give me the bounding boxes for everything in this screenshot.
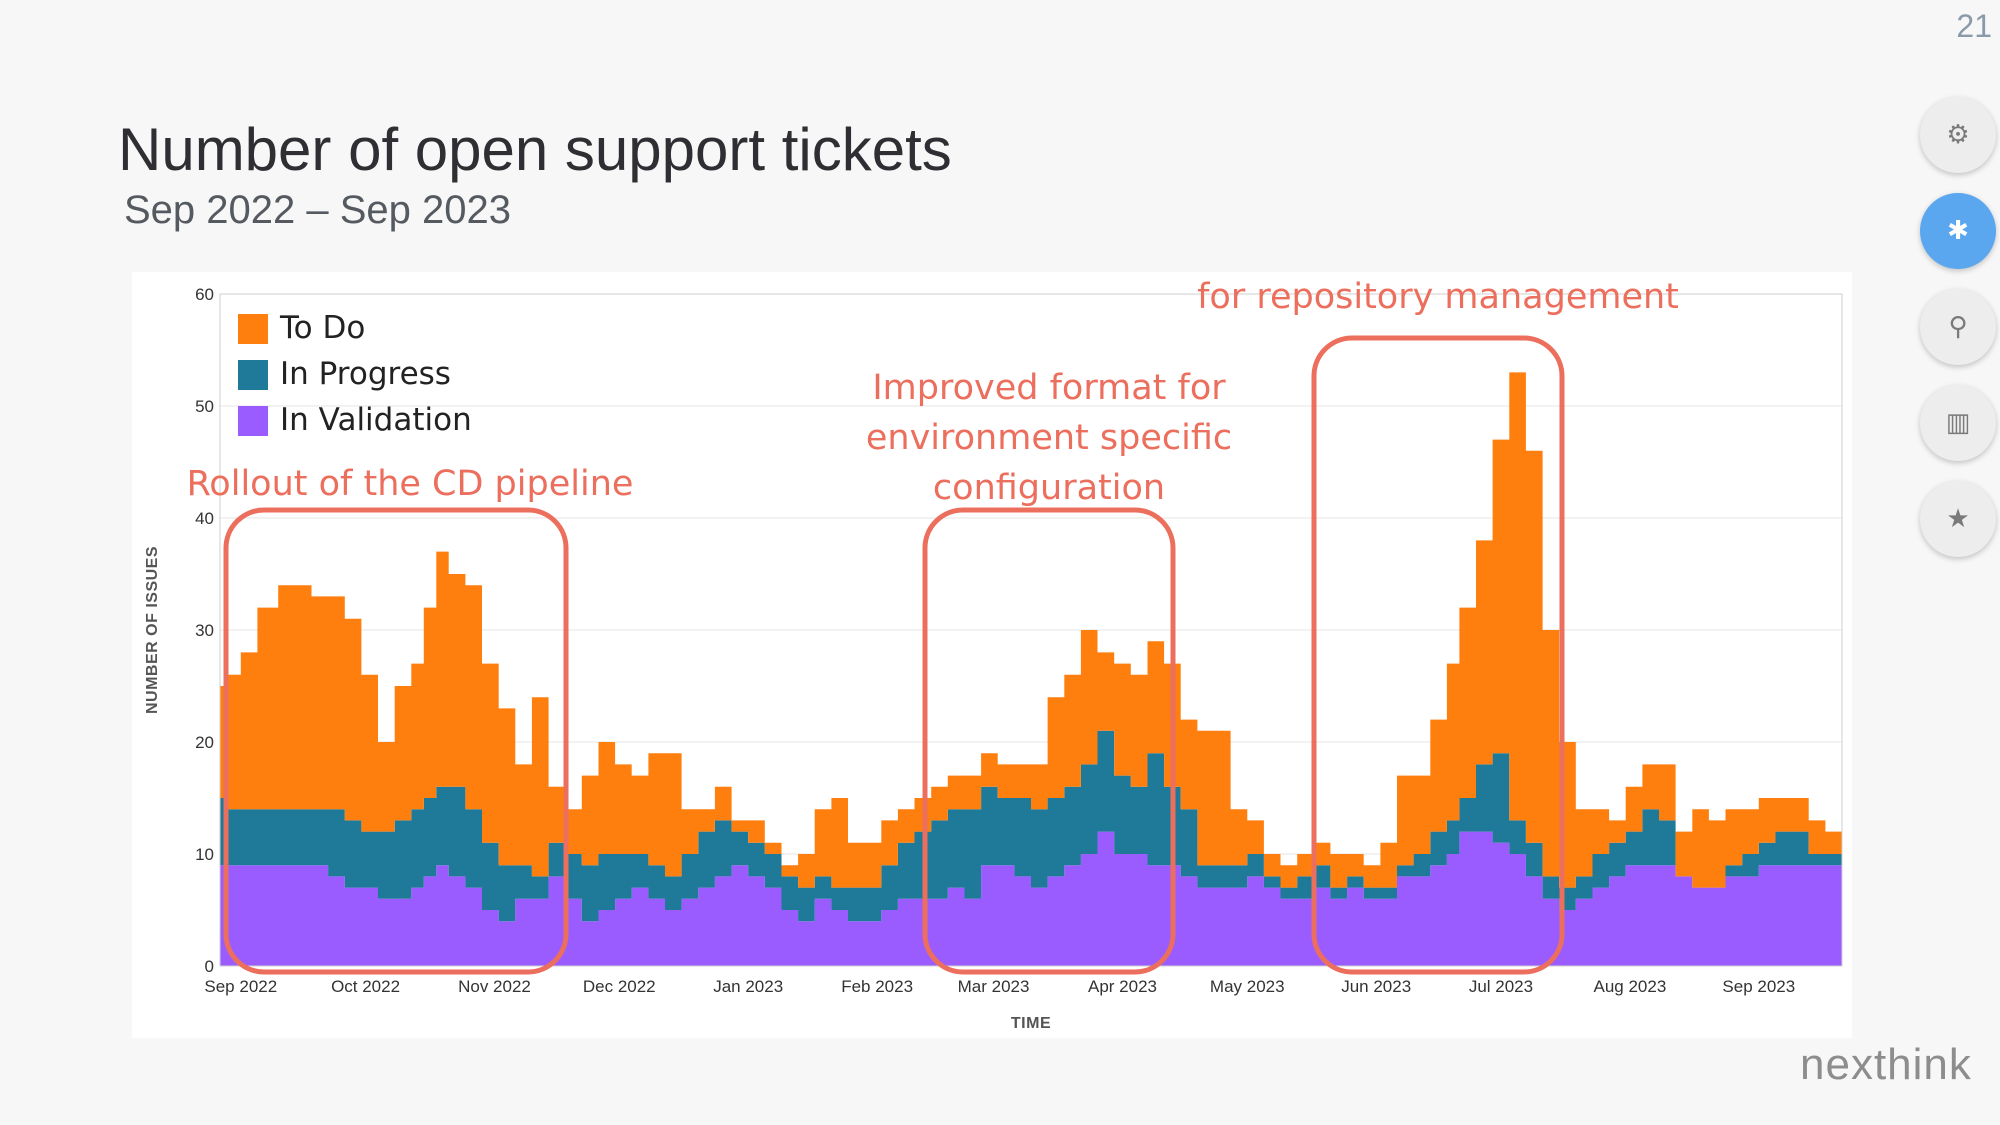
side-toolbar: ⚙ ✱ ⚲ ▥ ★	[1920, 97, 1996, 567]
y-tick-label: 30	[195, 621, 214, 640]
chart-card: 0 10 20 30 40 50 60 Sep 2022 Oct 2022 Nov 2022 De…	[132, 272, 1852, 1038]
annotation-box-repo-tool	[1311, 335, 1565, 975]
people-star-icon: ★	[1946, 504, 1970, 534]
search-button[interactable]: ⚲	[1920, 289, 1996, 365]
legend-swatch-in-validation	[238, 406, 268, 436]
tools-icon: ✱	[1947, 216, 1969, 246]
legend-swatch-in-progress	[238, 360, 268, 390]
annotation-text-cd-pipeline: Rollout of the CD pipeline	[187, 464, 634, 504]
people-star-button[interactable]: ★	[1920, 481, 1996, 557]
legend-label-to-do: To Do	[279, 310, 365, 346]
y-tick-label: 60	[195, 285, 214, 304]
y-axis-title: NUMBER OF ISSUES	[144, 546, 161, 714]
annotation-text-env-config: configuration	[933, 468, 1165, 508]
y-tick-label: 20	[195, 733, 214, 752]
y-tick-label: 40	[195, 509, 214, 528]
plot-frame	[219, 293, 1843, 967]
stacked-area-chart: 0 10 20 30 40 50 60 Sep 2022 Oct 2022 Nov 2022 De…	[144, 277, 1843, 1032]
nexthink-logo: nexthink	[1800, 1040, 1972, 1089]
y-tick-label: 50	[195, 397, 214, 416]
x-tick-label: Nov 2022	[458, 977, 531, 996]
x-axis-ticks: Sep 2022 Oct 2022 Nov 2022 Dec 2022 Jan 2023…	[204, 977, 1795, 996]
x-tick-label: May 2023	[1210, 977, 1285, 996]
dashboard-button[interactable]: ▥	[1920, 385, 1996, 461]
legend-label-in-validation: In Validation	[280, 402, 472, 438]
legend-swatch-to-do	[238, 314, 268, 344]
y-tick-label: 10	[195, 845, 214, 864]
gear-head-button[interactable]: ⚙	[1920, 97, 1996, 173]
legend: To Do In Progress In Validation	[238, 310, 472, 438]
x-tick-label: Apr 2023	[1088, 977, 1157, 996]
x-tick-label: Dec 2022	[583, 977, 656, 996]
x-tick-label: Jul 2023	[1469, 977, 1533, 996]
slide-number: 21	[1956, 8, 1992, 44]
x-tick-label: Feb 2023	[841, 977, 913, 996]
page-title: Number of open support tickets	[118, 116, 952, 183]
chart-areas	[220, 372, 1842, 966]
legend-label-in-progress: In Progress	[280, 356, 451, 392]
area-in-validation	[220, 831, 1842, 966]
annotation-text-repo-tool: for repository management	[1197, 277, 1679, 317]
x-tick-label: Jan 2023	[713, 977, 783, 996]
tools-button[interactable]: ✱	[1920, 193, 1996, 269]
search-icon: ⚲	[1948, 312, 1968, 342]
x-tick-label: Oct 2022	[331, 977, 400, 996]
x-tick-label: Jun 2023	[1341, 977, 1411, 996]
gear-head-icon: ⚙	[1946, 120, 1970, 150]
annotation-text-env-config: Improved format for	[872, 368, 1226, 408]
page-subtitle: Sep 2022 – Sep 2023	[124, 188, 512, 232]
x-axis-title: TIME	[1011, 1015, 1051, 1032]
annotation-text-env-config: environment specific	[866, 418, 1232, 458]
x-tick-label: Sep 2022	[204, 977, 277, 996]
y-axis-ticks: 0 10 20 30 40 50 60	[195, 285, 214, 976]
x-tick-label: Aug 2023	[1593, 977, 1666, 996]
x-tick-label: Mar 2023	[958, 977, 1030, 996]
x-tick-label: Sep 2023	[1722, 977, 1795, 996]
annotations: Rollout of the CD pipeline Improved forma…	[187, 277, 1679, 975]
y-tick-label: 0	[205, 957, 214, 976]
annotation-box-env-config	[922, 507, 1176, 975]
annotation-box-cd-pipeline	[223, 507, 569, 975]
dashboard-icon: ▥	[1945, 408, 1971, 438]
area-in-progress	[220, 730, 1842, 922]
area-to-do	[220, 372, 1842, 888]
